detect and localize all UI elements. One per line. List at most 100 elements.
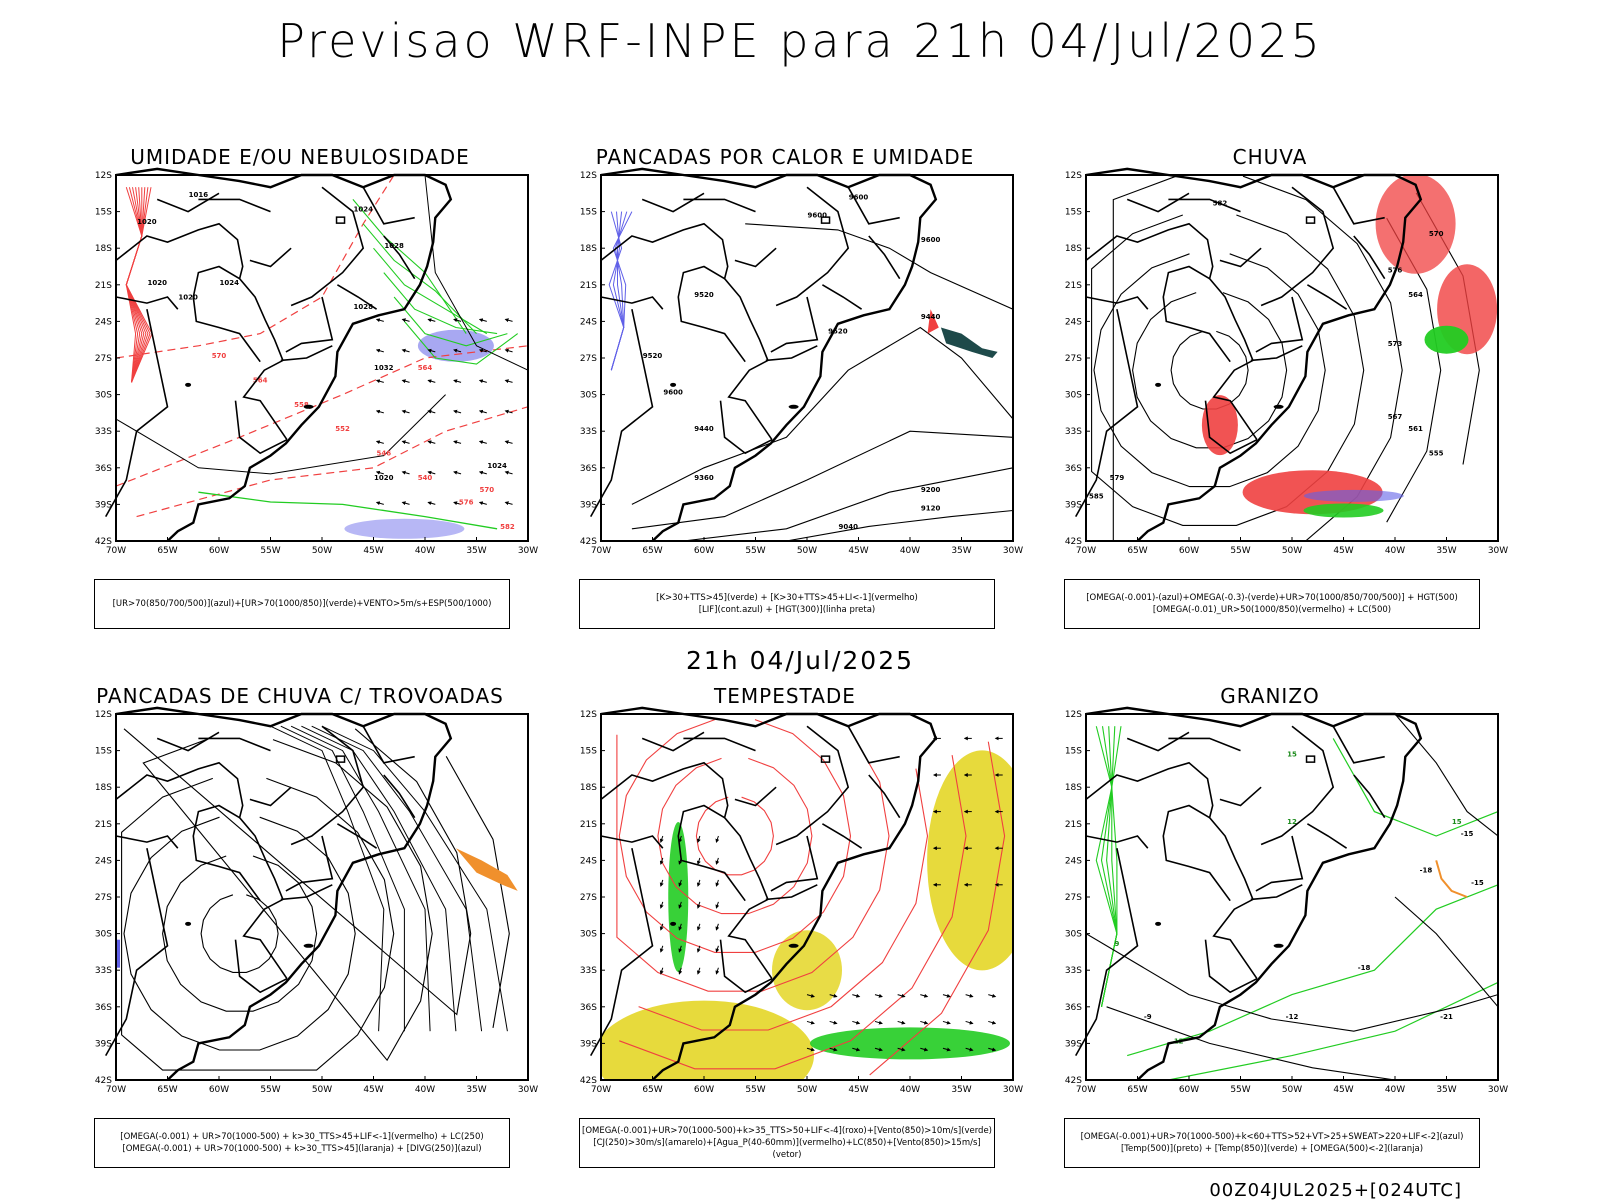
lon-tick-label: 45W — [848, 1085, 868, 1095]
wind-vector — [659, 835, 664, 843]
border-line — [105, 309, 169, 517]
red-streamline — [616, 734, 890, 992]
border-line — [336, 823, 378, 849]
red-rain-area — [1242, 470, 1383, 515]
orange-storm-area — [455, 848, 518, 891]
lif-contour — [610, 211, 628, 371]
green-humidity-contour — [198, 491, 498, 530]
streamline — [321, 725, 508, 1032]
isobar — [116, 394, 446, 475]
wind-vector — [504, 409, 513, 414]
height-contour — [683, 467, 1013, 541]
lat-tick-label: 30S — [1065, 930, 1082, 940]
panel-title: PANCADAS POR CALOR E UMIDADE — [595, 145, 975, 169]
wind-vector — [427, 501, 436, 506]
orange-omega-area — [1435, 860, 1468, 898]
coastline — [115, 706, 453, 1081]
streamline — [445, 756, 510, 1028]
lat-tick-label: 42S — [1065, 1076, 1082, 1086]
lon-tick-label: 45W — [363, 546, 383, 556]
border-line — [1085, 835, 1149, 849]
wind-vector — [897, 1020, 906, 1025]
instability-area-red — [927, 309, 939, 334]
lon-tick-label: 35W — [1436, 546, 1456, 556]
lon-tick-label: 65W — [1127, 1085, 1147, 1095]
border-line — [847, 186, 900, 225]
wind-vector — [504, 501, 513, 506]
lon-tick-label: 35W — [951, 1085, 971, 1095]
height-contour — [745, 223, 1013, 310]
legend-box: [UR>70(850/700/500)](azul)+[UR>70(1000/8… — [94, 579, 510, 629]
lat-tick-label: 42S — [95, 1076, 112, 1086]
lon-tick-label: 55W — [260, 1085, 280, 1095]
legend-box: [K>30+TTS>45](verde) + [K>30+TTS>45+LI<-… — [579, 579, 995, 629]
panel-pancadas-calor: PANCADAS POR CALOR E UMIDADE 9600 9600 960… — [565, 145, 1023, 629]
wind-vector — [453, 501, 462, 506]
wind-vector — [852, 993, 861, 998]
wind-vector — [696, 923, 701, 931]
border-line — [600, 296, 664, 310]
lagoon — [788, 404, 799, 409]
geography-group — [590, 706, 938, 1081]
contour-label: -18 — [1358, 964, 1371, 972]
lat-tick-label: 12S — [580, 171, 597, 181]
lat-tick-label: 18S — [580, 244, 597, 254]
wind-vector — [401, 348, 410, 353]
federal-district — [820, 755, 831, 763]
border-line — [1250, 345, 1303, 362]
red-dashed-thickness — [116, 175, 395, 359]
lake — [185, 921, 192, 926]
lon-tick-label: 65W — [642, 1085, 662, 1095]
green-humidity-contour — [373, 247, 488, 335]
wind-vector — [715, 945, 720, 953]
green-humidity-contour — [352, 199, 467, 334]
contour-label: 1032 — [374, 364, 394, 372]
wind-vector — [874, 993, 883, 998]
lat-tick-label: 15S — [1065, 747, 1082, 757]
lat-tick-label: 30S — [1065, 391, 1082, 401]
border-line — [734, 786, 777, 807]
border-line — [1126, 192, 1190, 213]
lake — [185, 382, 192, 387]
border-line — [1075, 309, 1139, 517]
lon-tick-label: 50W — [1282, 546, 1302, 556]
lon-tick-label: 60W — [209, 546, 229, 556]
contour-label: 1024 — [353, 206, 373, 214]
border-line — [1260, 186, 1335, 307]
contour-label: 564 — [418, 364, 433, 372]
contour-label: -12 — [1286, 1013, 1299, 1021]
lagoon — [1273, 943, 1284, 948]
lat-tick-label: 21S — [95, 820, 112, 830]
wind-vector — [696, 967, 701, 975]
wind-vector — [659, 879, 664, 887]
border-line — [1126, 731, 1190, 752]
map-pancadas-calor: 9600 9600 9600 9520 9520 9440 9520 9600 9440 9360… — [580, 167, 1023, 556]
red-streamline — [657, 757, 813, 915]
wind-vector — [920, 1020, 929, 1025]
lat-tick-label: 27S — [95, 354, 112, 364]
lat-tick-label: 12S — [1065, 171, 1082, 181]
legend-line: [OMEGA(-0.001)+UR>70(1000-500)+k>35_TTS>… — [582, 1126, 992, 1136]
lon-tick-label: 30W — [1003, 546, 1023, 556]
lat-tick-label: 36S — [580, 1003, 597, 1013]
wind-vector — [897, 993, 906, 998]
lon-tick-label: 55W — [1230, 546, 1250, 556]
lat-tick-label: 39S — [95, 500, 112, 510]
lon-tick-label: 35W — [1436, 1085, 1456, 1095]
border-line — [115, 296, 179, 310]
wind-vector — [696, 945, 701, 953]
wind-vector — [478, 501, 487, 506]
map-border — [1085, 713, 1499, 1081]
panel-title: UMIDADE E/OU NEBULOSIDADE — [130, 145, 470, 169]
lat-tick-label: 36S — [1065, 1003, 1082, 1013]
border-line — [775, 725, 850, 846]
yellow-jet-area — [772, 930, 842, 1011]
lon-tick-label: 45W — [848, 546, 868, 556]
panel-trovoadas: PANCADAS DE CHUVA C/ TROVOADAS 12S 15S 18S… — [80, 684, 538, 1168]
border-line — [156, 192, 220, 213]
border-line — [847, 725, 900, 764]
wind-vector — [715, 967, 720, 975]
